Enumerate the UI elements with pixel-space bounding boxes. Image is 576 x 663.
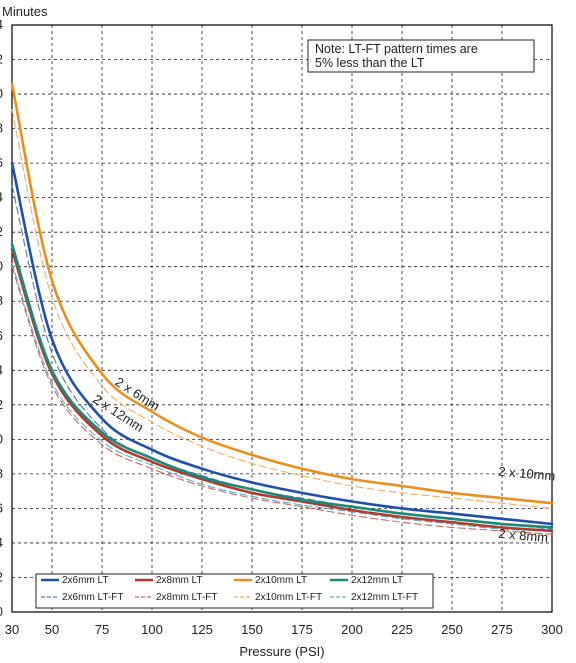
note-box-frame <box>307 39 535 73</box>
note-line-1: Note: LT-FT pattern times are <box>315 42 478 56</box>
y-tick-label: 24 <box>0 190 3 205</box>
x-tick-label: 100 <box>141 622 163 637</box>
series-line-2x12mm-lt-ft <box>11 262 553 532</box>
y-tick-label: 18 <box>0 293 3 308</box>
x-tick-label: 225 <box>391 622 413 637</box>
x-tick-label: 75 <box>95 622 109 637</box>
x-tick-label: 175 <box>291 622 313 637</box>
y-tick-label: 26 <box>0 155 3 170</box>
y-tick-label: 28 <box>0 121 3 136</box>
x-tick-label: 125 <box>191 622 213 637</box>
series-line-2x6mm-lt-ft <box>11 185 553 530</box>
x-tick-labels: 30 50 75 100 125 150 175 200 225 250 275 300 <box>5 622 563 637</box>
x-tick-label: 150 <box>241 622 263 637</box>
y-tick-labels: 0246810121416182022242628303234 <box>0 17 3 619</box>
y-tick-label: 30 <box>0 86 3 101</box>
legend-label: 2x6mm LT-FT <box>62 592 123 603</box>
y-tick-label: 10 <box>0 431 3 446</box>
x-tick-label: 300 <box>541 622 563 637</box>
legend-label: 2x10mm LT-FT <box>255 592 322 603</box>
y-axis-title: Minutes <box>2 4 48 19</box>
legend: 2x6mm LT 2x8mm LT 2x10mm LT 2x12mm LT 2x6mm … <box>35 573 434 609</box>
legend-label: 2x8mm LT-FT <box>156 592 217 603</box>
y-tick-label: 14 <box>0 362 3 377</box>
series-line-2x8mm-lt-ft <box>11 266 553 535</box>
y-tick-label: 32 <box>0 52 3 67</box>
x-axis-title: Pressure (PSI) <box>239 644 324 659</box>
series-line-2x10mm-lt <box>10 82 554 505</box>
y-tick-label: 0 <box>0 604 3 619</box>
legend-label: 2x8mm LT <box>156 575 203 586</box>
legend-label: 2x10mm LT <box>255 575 307 586</box>
x-tick-label: 30 <box>5 622 19 637</box>
y-tick-label: 2 <box>0 569 3 584</box>
series-line-2x8mm-lt <box>10 248 554 533</box>
x-tick-label: 250 <box>441 622 463 637</box>
y-tick-label: 22 <box>0 224 3 239</box>
note-box: Note: LT-FT pattern times are 5% less th… <box>307 39 535 73</box>
x-tick-label: 275 <box>491 622 513 637</box>
y-tick-label: 16 <box>0 328 3 343</box>
series-layer <box>10 82 554 535</box>
series-line-2x6mm-lt <box>10 161 554 526</box>
legend-label: 2x12mm LT-FT <box>351 592 418 603</box>
y-tick-label: 8 <box>0 466 3 481</box>
series-line-2x10mm-lt-ft <box>11 109 553 509</box>
x-tick-label: 50 <box>45 622 59 637</box>
curve-label: 2 x 10mm <box>498 464 556 484</box>
curve-label: 2 x 8mm <box>498 526 549 545</box>
series-line-2x12mm-lt <box>10 243 554 529</box>
legend-label: 2x6mm LT <box>62 575 109 586</box>
note-line-2: 5% less than the LT <box>315 56 425 70</box>
y-tick-label: 34 <box>0 17 3 32</box>
y-tick-label: 6 <box>0 500 3 515</box>
x-tick-label: 200 <box>341 622 363 637</box>
plot-frame <box>11 24 553 613</box>
y-tick-label: 12 <box>0 397 3 412</box>
y-tick-label: 4 <box>0 535 3 550</box>
y-tick-label: 20 <box>0 259 3 274</box>
legend-label: 2x12mm LT <box>351 575 403 586</box>
